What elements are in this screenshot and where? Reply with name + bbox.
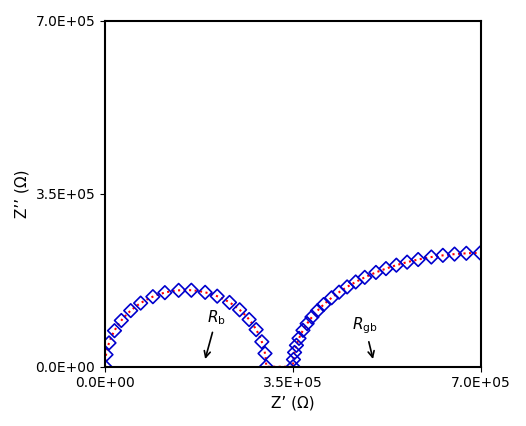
Point xyxy=(313,307,322,314)
Y-axis label: Z’’ (Ω): Z’’ (Ω) xyxy=(15,170,30,218)
Point xyxy=(403,259,411,265)
Point xyxy=(414,256,422,263)
Point xyxy=(105,340,113,346)
Point xyxy=(261,350,269,357)
Point xyxy=(126,307,135,314)
Text: $R_\mathrm{gb}$: $R_\mathrm{gb}$ xyxy=(352,316,378,357)
Point xyxy=(236,306,244,313)
Point xyxy=(262,363,270,370)
Point xyxy=(101,363,109,370)
Point xyxy=(117,317,126,324)
Point xyxy=(160,289,169,296)
Point xyxy=(213,293,221,299)
Point xyxy=(175,287,183,294)
Point xyxy=(450,250,459,257)
Point xyxy=(360,274,369,281)
Point xyxy=(343,284,351,291)
Point xyxy=(299,327,307,334)
Point xyxy=(290,349,299,356)
Point xyxy=(110,327,119,334)
Point xyxy=(292,342,301,349)
Point xyxy=(225,299,234,306)
Point xyxy=(392,262,401,268)
Point xyxy=(382,265,390,272)
Point xyxy=(252,326,260,333)
Point xyxy=(187,287,196,294)
Point xyxy=(245,316,254,323)
Point xyxy=(289,356,298,363)
Point xyxy=(102,351,110,358)
Point xyxy=(258,338,266,345)
Text: $R_\mathrm{b}$: $R_\mathrm{b}$ xyxy=(204,308,226,357)
Point xyxy=(427,253,436,260)
Point xyxy=(351,279,360,285)
Point xyxy=(476,250,484,256)
Point xyxy=(319,301,328,308)
Point xyxy=(149,293,157,300)
X-axis label: Z’ (Ω): Z’ (Ω) xyxy=(271,396,315,411)
Point xyxy=(201,289,209,296)
Point xyxy=(372,269,380,276)
Point xyxy=(335,289,343,296)
Point xyxy=(136,300,145,307)
Point xyxy=(308,314,316,320)
Point xyxy=(439,252,447,259)
Point xyxy=(462,250,471,257)
Point xyxy=(303,320,311,327)
Point xyxy=(327,294,336,301)
Point xyxy=(295,335,303,342)
Point xyxy=(289,363,297,370)
